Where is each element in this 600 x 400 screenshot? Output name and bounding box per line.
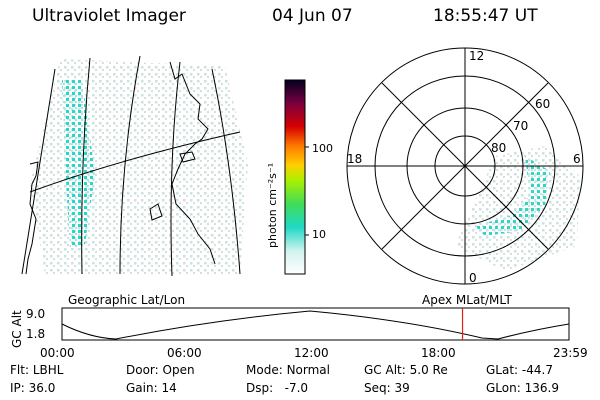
coastline <box>149 203 163 221</box>
coastline <box>169 61 216 265</box>
status-dsp: Dsp: -7.0 <box>246 381 309 395</box>
colorbar-gradient <box>284 79 306 275</box>
longitude-line <box>21 68 56 275</box>
status-glon: GLon: 136.9 <box>486 381 559 395</box>
auroral-emission-band <box>62 79 95 249</box>
map-panel-label: Geographic Lat/Lon <box>68 293 186 307</box>
status-door: Door: Open <box>126 363 195 377</box>
time-tick-label: 12:00 <box>294 346 329 360</box>
mlt-label-left: 18 <box>347 152 362 166</box>
latitude-line <box>29 131 241 193</box>
mlt-label-bottom: 0 <box>469 271 477 285</box>
longitude-line <box>81 57 91 275</box>
mlat-label: 60 <box>535 97 550 111</box>
mlt-label-top: 12 <box>469 49 484 63</box>
auroral-oval <box>475 156 550 236</box>
altitude-curve <box>61 310 570 340</box>
colorbar-units-label: photon cm⁻²s⁻¹ <box>266 162 279 248</box>
mlt-meridian <box>381 82 549 250</box>
coastline <box>25 161 39 275</box>
altitude-tick-label: 1.8 <box>26 327 46 341</box>
time-tick-label: 23:59 <box>553 346 588 360</box>
status-glat: GLat: -44.7 <box>486 363 553 377</box>
mlat-label: 70 <box>513 119 528 133</box>
longitude-line <box>119 55 141 275</box>
status-filter: Flt: LBHL <box>10 363 64 377</box>
coastline <box>179 151 196 163</box>
status-gain: Gain: 14 <box>126 381 177 395</box>
mlt-label-right: 6 <box>573 152 581 166</box>
time-tick-label: 00:00 <box>40 346 75 360</box>
polar-plot: 12 18 6 0 60 70 80 <box>346 47 584 285</box>
colorbar-tick-label: 10 <box>312 228 326 241</box>
altitude-tick-label: 9.0 <box>26 307 46 321</box>
geographic-map <box>21 55 248 277</box>
altitude-plot <box>61 307 570 341</box>
instrument-title: Ultraviolet Imager <box>32 6 186 26</box>
status-seq: Seq: 39 <box>364 381 410 395</box>
status-ip: IP: 36.0 <box>10 381 56 395</box>
observation-time: 18:55:47 UT <box>433 6 538 26</box>
colorbar-tick-label: 100 <box>312 142 333 155</box>
mlat-label: 80 <box>491 141 506 155</box>
observation-date: 04 Jun 07 <box>272 6 353 26</box>
longitude-line <box>170 61 181 277</box>
longitude-line <box>211 68 241 275</box>
colorbar <box>284 79 309 275</box>
time-tick-label: 06:00 <box>167 346 202 360</box>
status-mode: Mode: Normal <box>246 363 330 377</box>
altitude-axis-label: GC Alt <box>10 310 24 348</box>
status-gc-alt: GC Alt: 5.0 Re <box>364 363 448 377</box>
polar-panel-label: Apex MLat/MLT <box>422 293 512 307</box>
time-tick-label: 18:00 <box>421 346 456 360</box>
